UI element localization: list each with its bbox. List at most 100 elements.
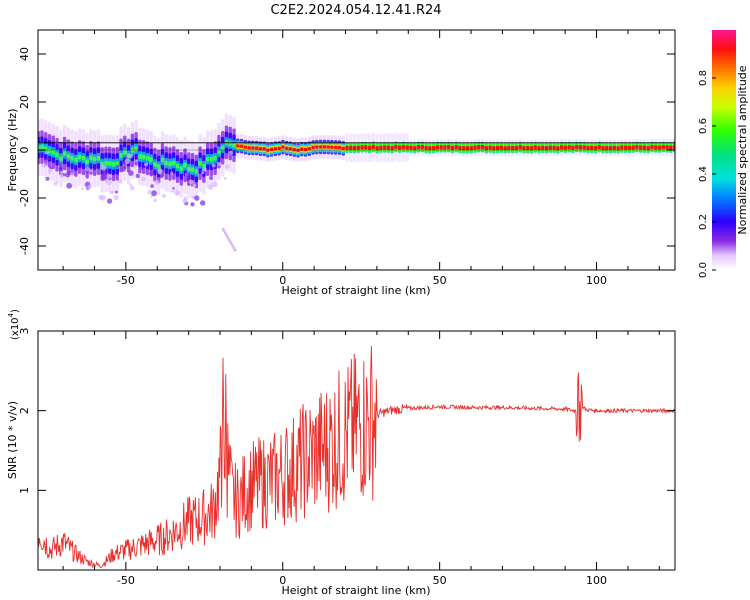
spectrogram-speckle [106, 198, 113, 204]
spectrogram-speckle [100, 165, 107, 171]
spectrogram-y-tick-label: 20 [18, 95, 31, 109]
spectrogram-ridge-cell [247, 146, 251, 150]
spectrogram-ridge-cell [123, 149, 127, 155]
spectrogram-ridge-cell [627, 145, 632, 150]
spectrogram-ridge-cell [164, 160, 168, 166]
spectrogram-speckle [124, 158, 131, 165]
spectrogram-speckle [191, 195, 195, 200]
spectrogram-ridge-cell [341, 146, 345, 150]
spectrogram-ridge-cell [258, 147, 263, 151]
spectrogram-ridge-cell [571, 145, 575, 150]
spectrogram-speckle [208, 184, 213, 190]
spectrogram-ridge-cell [672, 144, 675, 150]
spectrogram-ridge-cell [582, 145, 586, 150]
spectrogram-ridge-cell [646, 145, 650, 151]
spectrogram-ridge-cell [236, 144, 240, 148]
spectrogram-ridge-cell [367, 145, 372, 151]
spectrogram-ridge-cell [134, 146, 138, 152]
spectrogram-ridge-cell [529, 146, 534, 151]
spectrogram-ridge-cell [409, 145, 413, 150]
spectrogram-ridge-cell [469, 146, 473, 151]
spectrogram-speckle [171, 190, 174, 193]
spectrogram-ridge-cell [360, 145, 364, 150]
spectrogram-ridge-cell [89, 155, 93, 161]
spectrogram-y-label: Frequency (Hz) [6, 109, 19, 192]
spectrogram-ridge-cell [514, 145, 519, 151]
spectrogram-ridge-cell [488, 145, 492, 150]
spectrogram-ridge-cell [183, 162, 187, 168]
spectrogram-y-tick-label: 0 [18, 147, 31, 154]
snr-y-tick-label: 3 [18, 328, 31, 335]
spectrogram-speckle [194, 195, 200, 201]
spectrogram-ridge-cell [172, 160, 176, 166]
spectrogram-speckle [147, 189, 152, 195]
spectrogram-speckle [189, 179, 194, 185]
spectrogram-ridge-cell [333, 145, 338, 150]
spectrogram-y-tick-label: 40 [18, 47, 31, 61]
spectrogram-speckle [45, 157, 50, 161]
spectrogram-ridge-cell [70, 155, 74, 161]
spectrogram-ridge-cell [187, 166, 191, 172]
spectrogram-ridge-cell [153, 162, 157, 167]
spectrogram-speckle [143, 162, 149, 167]
spectrogram-ridge-cell [559, 145, 564, 150]
spectrogram-ridge-cell [375, 146, 379, 151]
spectrogram-ridge-cell [66, 153, 71, 159]
snr-y-tick-label: 2 [18, 407, 31, 414]
spectrogram-ridge-cell [104, 160, 108, 166]
snr-y-scale-label: (x104) [7, 309, 21, 340]
spectrogram-speckle [223, 176, 227, 180]
spectrogram-x-tick-label: 50 [433, 274, 447, 287]
colorbar-label: Normalized spectral amplitude [736, 65, 749, 234]
colorbar-tick-label: 0.2 [698, 214, 709, 230]
spectrogram-ridge-cell [371, 144, 376, 150]
spectrogram-speckle [109, 190, 114, 195]
spectrogram-ridge-cell [198, 160, 202, 166]
spectrogram-ridge-cell [473, 145, 477, 150]
spectrogram-speckle [128, 170, 134, 176]
spectrogram-ridge-cell [522, 145, 526, 151]
spectrogram-ridge-cell [296, 148, 300, 152]
spectrogram-ridge-cell [315, 145, 319, 149]
spectrogram-ridge-cell [526, 145, 530, 151]
spectrogram-ridge-cell [428, 146, 432, 151]
spectrogram-ridge-cell [597, 144, 601, 150]
spectrogram-ridge-cell [119, 153, 123, 158]
spectrogram-ridge-cell [96, 155, 101, 161]
spectrogram-ridge-cell [593, 146, 598, 151]
spectrogram-ridge-cell [390, 146, 394, 151]
spectrogram-ridge-cell [190, 167, 195, 173]
colorbar-tick-label: 0.0 [698, 262, 709, 278]
spectrogram-ridge-cell [492, 146, 496, 151]
spectrogram-ridge-cell [601, 146, 605, 151]
spectrogram-ridge-cell [454, 144, 458, 150]
spectrogram-speckle [116, 164, 120, 168]
spectrogram-speckle [192, 183, 197, 188]
spectrogram-ridge-cell [608, 145, 613, 151]
spectrogram-speckle [172, 186, 175, 190]
spectrogram-ridge-cell [232, 142, 236, 148]
spectrogram-ridge-cell [168, 161, 172, 167]
spectrogram-ridge-cell [77, 154, 82, 160]
snr-series [38, 345, 675, 569]
spectrogram-ridge-cell [424, 145, 428, 151]
spectrogram-ridge-cell [85, 159, 89, 165]
spectrogram-ridge-cell [303, 147, 308, 152]
spectrogram-ridge-cell [477, 144, 481, 150]
spectrogram-speckle [84, 166, 90, 172]
spectrogram-ridge-cell [654, 145, 658, 150]
spectrogram-x-tick-label: -50 [117, 274, 135, 287]
spectrogram-ridge-cell [510, 145, 515, 151]
spectrogram-x-label: Height of straight line (km) [281, 284, 430, 297]
colorbar-tick-label: 0.4 [698, 166, 709, 182]
spectrogram-ridge-cell [326, 145, 330, 149]
spectrogram-ridge-cell [590, 145, 594, 150]
spectrogram-ridge-cell [251, 146, 255, 150]
spectrogram-ridge-cell [217, 149, 221, 155]
spectrogram-ridge-cell [465, 146, 470, 151]
spectrogram-ticks [38, 30, 675, 270]
spectrogram-speckle [49, 166, 53, 170]
spectrogram-speckle [129, 183, 133, 187]
spectrogram-speckle [129, 185, 135, 191]
spectrogram-ridge-cell [567, 145, 571, 150]
